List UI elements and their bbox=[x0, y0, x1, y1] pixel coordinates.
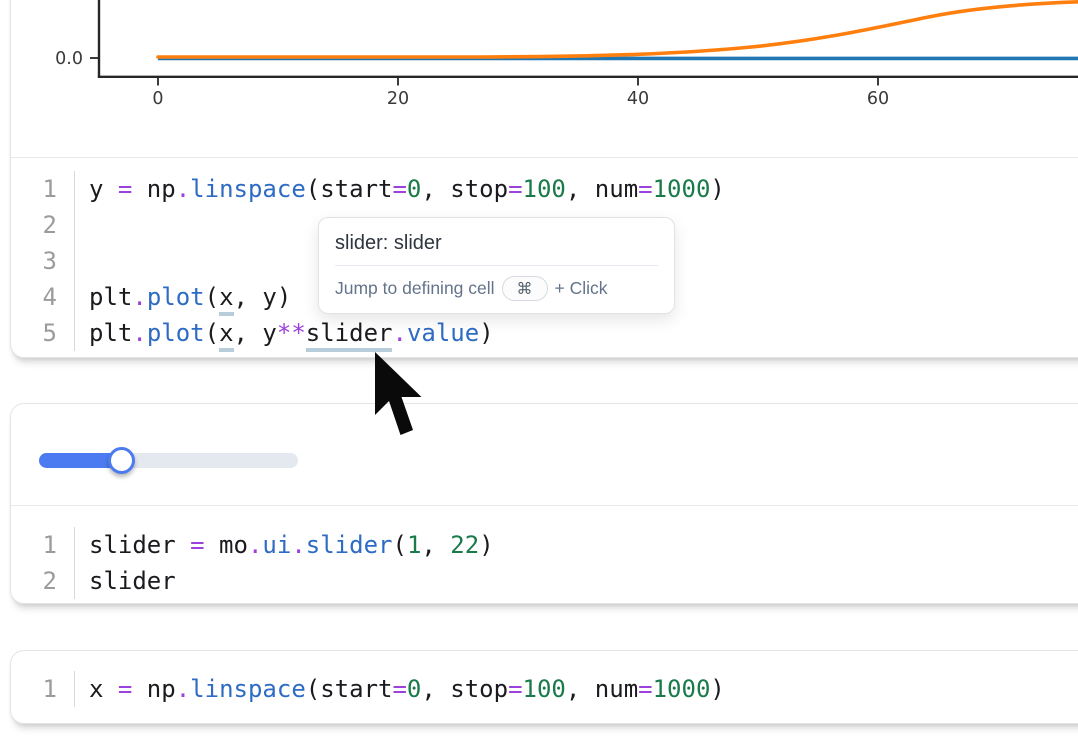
code-line[interactable]: plt.plot(x, y**slider.value) bbox=[75, 315, 494, 352]
line-number: 4 bbox=[11, 279, 75, 315]
slider-thumb[interactable] bbox=[108, 447, 135, 474]
cell-slider[interactable]: 1 slider = mo.ui.slider(1, 22) 2 slider bbox=[10, 403, 1078, 604]
code-line[interactable] bbox=[75, 207, 89, 243]
x-tick-label: 20 bbox=[387, 89, 409, 109]
line-number: 5 bbox=[11, 315, 75, 351]
tooltip-action-label: Jump to defining cell bbox=[335, 278, 495, 298]
code-row[interactable]: 1 x = np.linspace(start=0, stop=100, num… bbox=[11, 671, 1078, 707]
code-line[interactable]: slider = mo.ui.slider(1, 22) bbox=[89, 531, 494, 559]
chart-output-area: 0.0 0 20 40 60 bbox=[11, 0, 1078, 158]
code-line[interactable]: slider bbox=[89, 567, 176, 595]
slider-output-area bbox=[11, 404, 1078, 506]
code-line[interactable]: x = np.linspace(start=0, stop=100, num=1… bbox=[89, 675, 725, 703]
code-line[interactable]: plt.plot(x, y) bbox=[75, 279, 291, 316]
code-row[interactable]: 1 slider = mo.ui.slider(1, 22) bbox=[11, 527, 1078, 563]
line-number: 1 bbox=[11, 171, 75, 207]
tooltip-footer: Jump to defining cell ⌘ + Click bbox=[335, 265, 658, 301]
matplotlib-figure: 0.0 0 20 40 60 bbox=[11, 0, 1078, 157]
code-row[interactable]: 3 bbox=[11, 243, 1078, 279]
tooltip-click-hint: + Click bbox=[554, 278, 608, 298]
series-orange-line bbox=[156, 0, 1078, 59]
code-row[interactable]: 2 bbox=[11, 207, 1078, 243]
code-editor[interactable]: 1 slider = mo.ui.slider(1, 22) 2 slider bbox=[11, 506, 1078, 599]
line-number: 2 bbox=[11, 207, 75, 243]
line-number: 2 bbox=[11, 563, 75, 599]
code-editor[interactable]: 1 x = np.linspace(start=0, stop=100, num… bbox=[11, 652, 1078, 707]
code-line[interactable] bbox=[75, 243, 89, 279]
code-row[interactable]: 5 plt.plot(x, y**slider.value) bbox=[11, 315, 1078, 352]
slider-track[interactable] bbox=[39, 453, 298, 468]
command-key-badge: ⌘ bbox=[501, 276, 548, 301]
mouse-cursor-icon bbox=[375, 352, 422, 435]
cell-x-definition[interactable]: 1 x = np.linspace(start=0, stop=100, num… bbox=[10, 650, 1078, 724]
x-tick-label: 0 bbox=[152, 89, 163, 109]
tooltip-title: slider: slider bbox=[335, 232, 442, 254]
y-tick-label: 0.0 bbox=[55, 49, 83, 69]
line-chart: 0.0 0 20 40 60 bbox=[55, 0, 1078, 109]
line-number: 1 bbox=[11, 671, 75, 707]
line-number: 3 bbox=[11, 243, 75, 279]
slider-fill bbox=[39, 453, 127, 468]
x-tick-label: 60 bbox=[867, 89, 889, 109]
x-tick-label: 40 bbox=[627, 89, 649, 109]
code-editor[interactable]: 1 y = np.linspace(start=0, stop=100, num… bbox=[11, 158, 1078, 352]
variable-tooltip: slider: slider Jump to defining cell ⌘ +… bbox=[318, 217, 675, 314]
line-number: 1 bbox=[11, 527, 75, 563]
code-row[interactable]: 4 plt.plot(x, y) bbox=[11, 279, 1078, 316]
code-line[interactable]: y = np.linspace(start=0, stop=100, num=1… bbox=[89, 175, 725, 203]
code-row[interactable]: 1 y = np.linspace(start=0, stop=100, num… bbox=[11, 171, 1078, 207]
code-row[interactable]: 2 slider bbox=[11, 563, 1078, 599]
